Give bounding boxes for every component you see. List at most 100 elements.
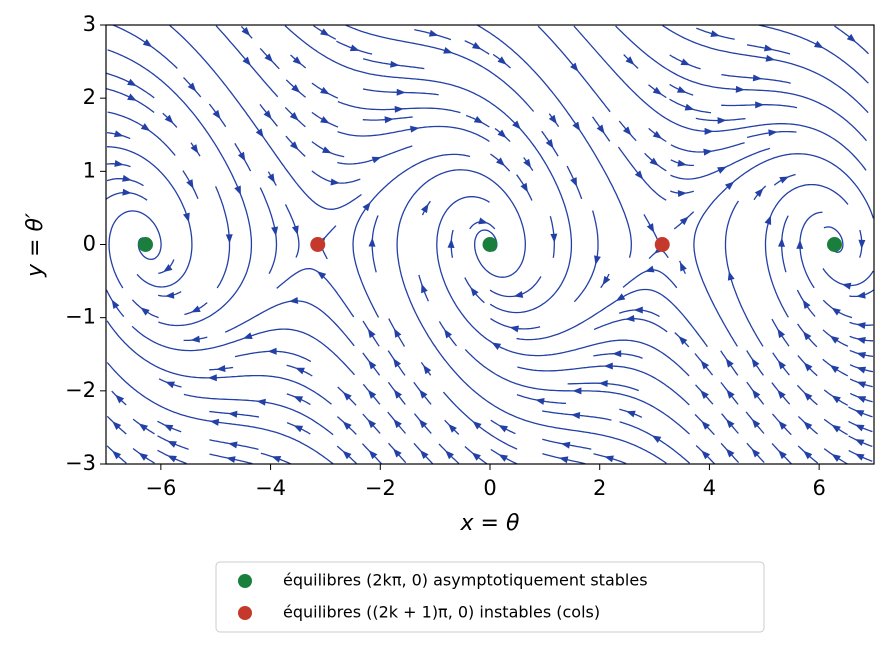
x-tick-label: 6 [812,476,825,500]
legend-label: équilibres (2kπ, 0) asymptotiquement sta… [283,571,648,590]
stream-arrow [764,215,772,226]
stream-arrow [604,455,614,463]
stream-arrow [856,352,866,359]
stream-arrow [226,456,236,464]
stream-arrow [622,126,632,136]
stream-arrow [512,120,521,130]
stream-arrow [572,387,582,395]
stream-arrow [447,238,455,248]
stream-arrow [560,441,571,449]
stream-arrow [418,419,428,429]
stream-arrow [856,322,866,330]
stream-arrow [570,62,579,72]
stream-arrow [140,307,150,316]
legend-marker [238,606,252,620]
stream-arrow [271,226,279,236]
x-tick-label: 0 [483,476,496,500]
stream-arrow [471,452,481,461]
stream-arrow [225,234,233,244]
stream-arrow [295,367,305,375]
stream-arrow [394,105,404,113]
stream-arrow [292,56,302,65]
stream-arrow [726,418,735,429]
stream-arrow [289,112,299,121]
stream-arrow [679,216,689,226]
x-tick-label: −4 [255,476,286,500]
streamline [693,153,874,347]
stream-arrow [854,410,865,417]
stream-arrow [594,255,601,265]
stream-arrow [473,116,484,124]
stream-arrow [768,129,778,137]
y-tick-label: −3 [65,451,96,475]
streamline [619,421,691,464]
stream-arrow [633,306,643,314]
stream-arrow [570,411,581,419]
stream-arrow [342,421,352,430]
stream-arrow [701,420,711,430]
stream-arrow [190,335,200,343]
stream-arrow [704,127,714,135]
points [137,237,843,252]
stream-arrow [717,117,727,125]
stream-arrow [127,93,137,101]
equilibrium-point [310,237,326,252]
streamline [670,147,771,180]
stream-arrow [755,101,765,109]
y-tick-label: 2 [83,85,96,109]
stream-arrow [320,86,330,95]
stream-arrow [700,360,710,370]
stream-arrow [445,450,455,460]
stream-arrow [778,420,787,430]
stream-arrow [289,141,299,151]
stream-arrow [390,60,400,68]
stream-arrow [509,325,520,333]
streamline [822,268,874,287]
stream-arrow [264,53,274,63]
stream-arrow [644,265,655,273]
streamline [516,288,708,348]
stream-arrow [419,389,428,399]
streamline [669,98,712,114]
stream-arrow [725,448,735,458]
equilibrium-point [482,237,498,252]
stream-arrow [471,41,482,50]
stream-arrow [419,449,429,460]
stream-arrow [803,421,813,430]
stream-arrow [856,291,866,299]
stream-arrow [678,336,688,345]
stream-arrow [234,185,241,196]
streamline [799,211,823,289]
stream-arrow [677,159,687,167]
stream-arrow [558,456,569,464]
stream-arrow [342,450,352,460]
stream-arrow [164,114,174,124]
stream-arrow [676,86,687,93]
stream-arrow [572,121,581,132]
stream-arrow [267,173,275,183]
legend-marker [238,574,252,588]
stream-arrow [187,82,197,92]
streamline [276,267,355,318]
stream-arrow [165,381,175,389]
streamline [224,300,355,347]
stream-arrow [652,86,663,95]
streamline [442,391,518,450]
stream-arrow [448,423,457,433]
stream-arrow [421,283,428,294]
stream-arrow [803,362,813,372]
stream-arrow [368,450,378,460]
stream-arrow [393,358,402,368]
streamline [822,299,853,319]
stream-arrow [856,381,867,389]
stream-arrow [841,282,852,290]
stream-arrow [680,261,687,272]
stream-arrow [367,389,377,399]
streamline [489,276,542,298]
stream-arrow [112,421,122,430]
stream-arrow [856,337,866,344]
stream-arrow [856,366,867,374]
stream-arrow [548,114,557,125]
stream-arrow [523,158,532,169]
